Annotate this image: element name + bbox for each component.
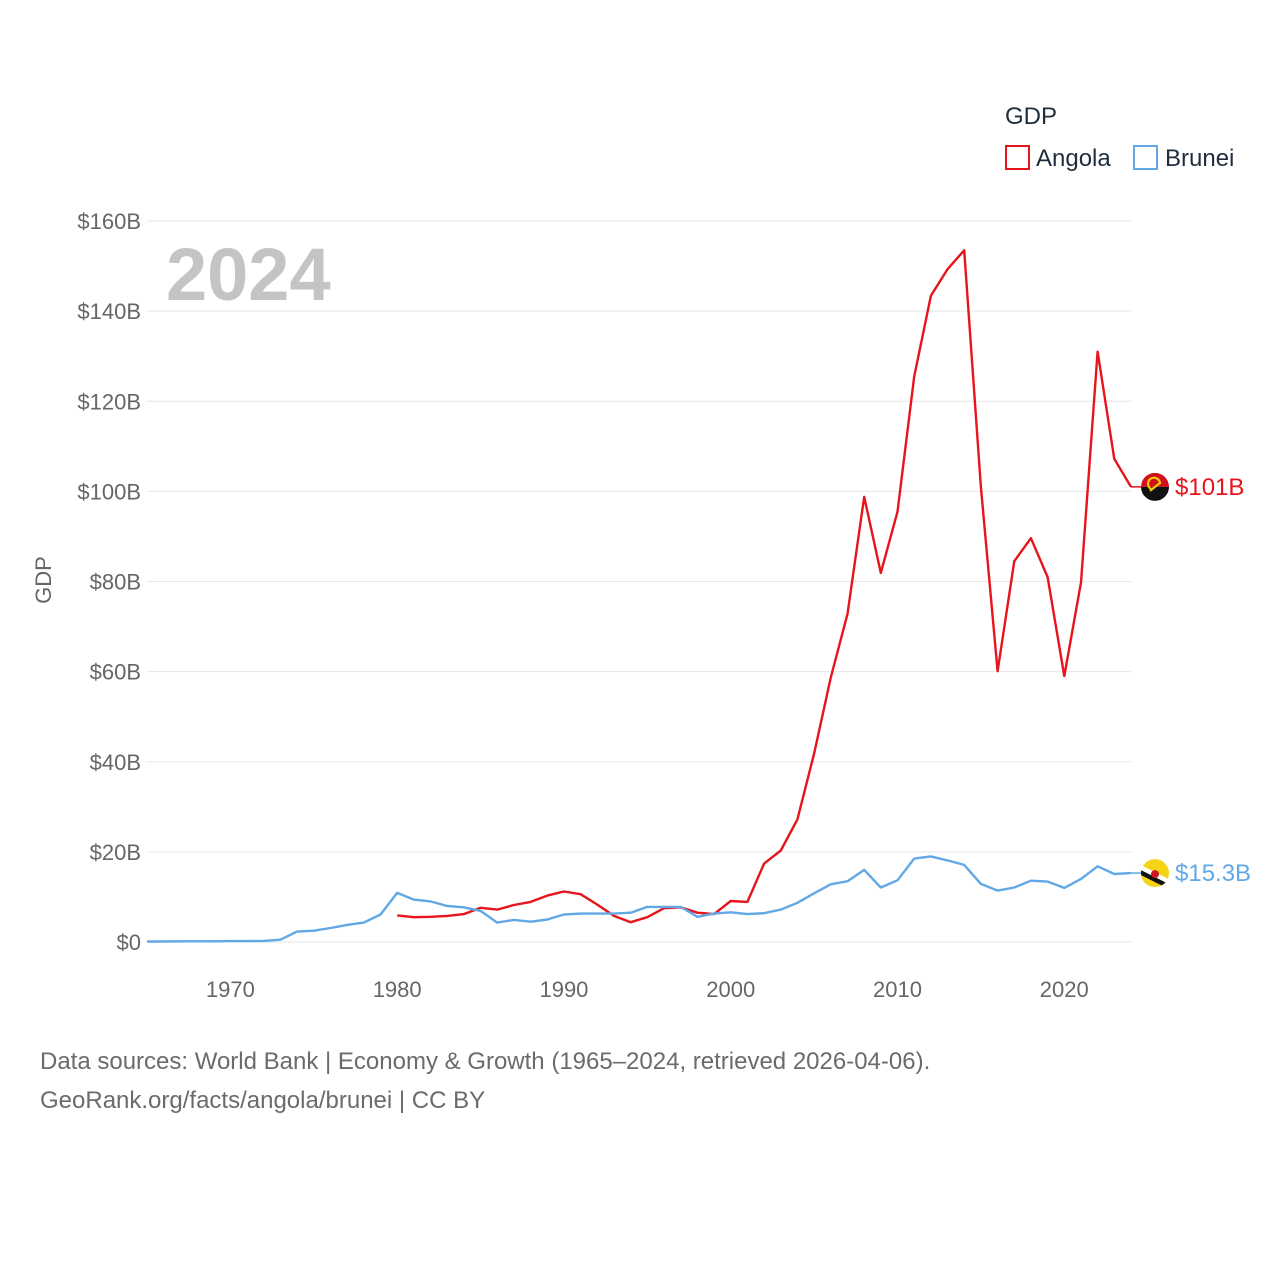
series-line-brunei — [147, 855, 1132, 943]
x-tick-label: 1970 — [206, 977, 255, 1002]
y-tick-label: $60B — [90, 660, 141, 685]
y-tick-label: $100B — [77, 479, 141, 504]
angola-end-value: $101B — [1175, 474, 1244, 501]
y-tick-label: $40B — [90, 750, 141, 775]
brunei-end-marker: $15.3B — [1141, 859, 1251, 888]
y-tick-label: $80B — [90, 570, 141, 595]
x-tick-label: 1990 — [539, 977, 588, 1002]
y-tick-label: $0 — [117, 930, 141, 955]
y-tick-label: $140B — [77, 299, 141, 324]
gdp-line-chart: 2024 $0 $20B $40B $60B $80B $100B $120B $140B $1… — [31, 103, 1251, 1002]
legend-item-brunei[interactable]: Brunei — [1133, 145, 1234, 172]
year-label: 2024 — [166, 233, 331, 316]
legend-label-brunei: Brunei — [1165, 145, 1234, 172]
x-tick-label: 2010 — [873, 977, 922, 1002]
y-axis-ticks: $0 $20B $40B $60B $80B $100B $120B $140B $160B — [77, 209, 141, 955]
y-tick-label: $120B — [77, 389, 141, 414]
series-lines — [147, 249, 1141, 943]
y-tick-label: $160B — [77, 209, 141, 234]
angola-flag-icon — [1141, 472, 1169, 501]
legend-swatch-brunei — [1133, 145, 1158, 170]
brunei-end-value: $15.3B — [1175, 860, 1251, 887]
data-sources-text: Data sources: World Bank | Economy & Gro… — [40, 1048, 931, 1075]
x-tick-label: 1980 — [373, 977, 422, 1002]
x-tick-label: 2000 — [706, 977, 755, 1002]
legend-item-angola[interactable]: Angola — [1005, 145, 1111, 172]
y-axis-label: GDP — [31, 556, 56, 604]
attribution-link[interactable]: GeoRank.org/facts/angola/brunei | CC BY — [40, 1087, 486, 1114]
x-tick-label: 2020 — [1040, 977, 1089, 1002]
legend-title: GDP — [1005, 103, 1057, 130]
y-tick-label: $20B — [90, 840, 141, 865]
gridlines — [147, 220, 1131, 943]
angola-end-marker: $101B — [1141, 472, 1244, 501]
x-axis-ticks: 1970 1980 1990 2000 2010 2020 — [206, 977, 1089, 1002]
brunei-flag-icon — [1141, 859, 1169, 888]
legend-swatch-angola — [1005, 145, 1030, 170]
legend-label-angola: Angola — [1036, 145, 1111, 172]
series-line-angola — [397, 249, 1133, 924]
footer: Data sources: World Bank | Economy & Gro… — [40, 1042, 930, 1120]
legend: GDP Angola Brunei — [1005, 103, 1234, 172]
